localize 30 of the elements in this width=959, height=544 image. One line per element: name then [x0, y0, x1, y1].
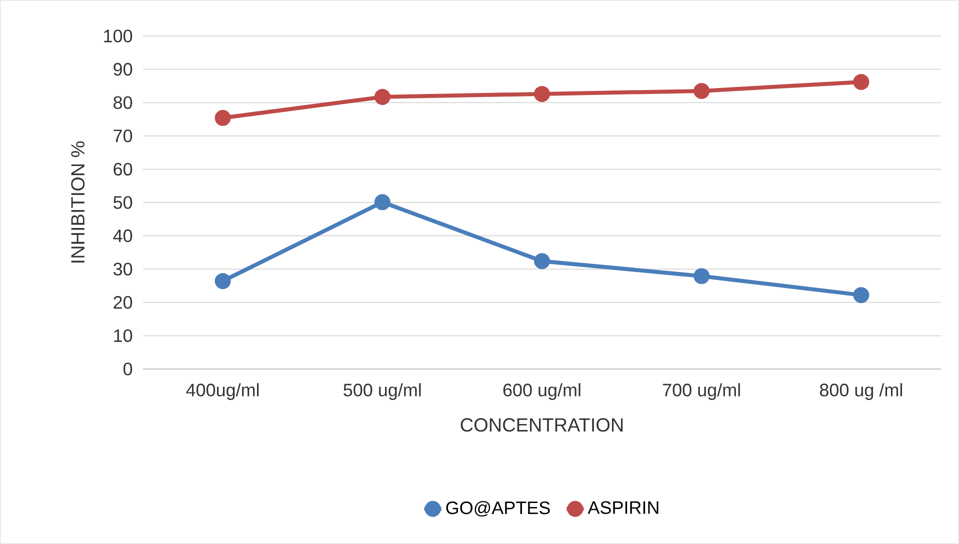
y-tick-label: 0	[123, 362, 132, 376]
y-tick-label: 80	[114, 96, 132, 109]
point	[694, 268, 710, 284]
x-axis-title: CONCENTRATION	[460, 418, 623, 432]
y-tick-label: 40	[113, 229, 132, 242]
point	[374, 88, 390, 105]
point	[853, 287, 870, 304]
point	[853, 74, 870, 90]
y-tick-label: 70	[114, 130, 132, 142]
x-tick-label: 500 ug/ml	[344, 383, 421, 400]
point	[534, 253, 550, 270]
y-tick-label: 30	[113, 262, 132, 276]
y-tick-label: 100	[104, 30, 132, 42]
legend-label: ASPIRIN	[588, 501, 658, 514]
point	[694, 82, 710, 99]
x-tick-label: 600 ug/ml	[503, 383, 580, 400]
y-tick-label: 60	[114, 162, 132, 176]
y-tick-label: 10	[114, 329, 132, 342]
y-tick-label: 90	[114, 62, 132, 76]
point	[374, 194, 390, 210]
point	[214, 110, 231, 126]
y-tick-label: 50	[114, 196, 132, 209]
x-tick-label: 400ug/ml	[186, 383, 259, 400]
y-axis-title: INHIBITION %	[71, 141, 85, 262]
point	[534, 86, 550, 102]
x-tick-label: 700 ug/ml	[663, 383, 740, 400]
x-tick-label: 800 ug /ml	[820, 383, 902, 400]
legend-label: GO@APTES	[446, 500, 550, 517]
y-tick-label: 20	[114, 296, 132, 309]
point	[214, 273, 231, 290]
